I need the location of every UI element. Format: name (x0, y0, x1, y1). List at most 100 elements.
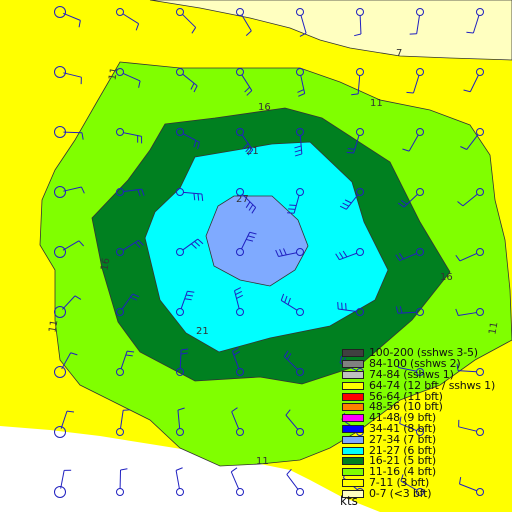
barb-feather (294, 145, 302, 149)
station-circle (116, 488, 124, 496)
legend-item: 64-74 (12 bft / sshws 1) (342, 380, 510, 391)
legend: 100-200 (sshws 3-5) 84-100 (sshws 2) 74-84… (342, 347, 510, 499)
barb-feather (134, 242, 141, 248)
barb-feather (197, 142, 200, 150)
barb-feather (185, 294, 194, 297)
units-label: kts (340, 494, 358, 508)
barb-staff (339, 252, 357, 261)
barb-staff (416, 15, 420, 34)
station-circle (416, 308, 424, 316)
wind-barb (457, 188, 484, 207)
wind-barb (466, 8, 484, 34)
station-circle (296, 248, 304, 256)
wind-barb (236, 231, 257, 256)
barb-feather (463, 89, 471, 93)
station-circle (296, 8, 304, 16)
barb-feather (294, 149, 302, 153)
legend-label: 16-21 (5 bft) (369, 454, 436, 468)
legend-item: 21-27 (6 bft) (342, 445, 510, 456)
station-circle (416, 188, 424, 196)
barb-staff (63, 131, 83, 134)
barb-feather (455, 308, 459, 316)
wind-barb (176, 188, 204, 202)
barb-staff (180, 291, 188, 309)
legend-label: 74-84 (sshws 1) (369, 367, 454, 381)
station-circle (296, 488, 304, 496)
barb-feather (78, 240, 85, 247)
station-circle (476, 308, 484, 316)
contour-label: 21 (246, 146, 259, 157)
station-circle (176, 68, 184, 76)
barb-feather (249, 231, 257, 235)
barb-feather (120, 468, 128, 471)
barb-staff (121, 293, 134, 310)
wind-barb (339, 188, 364, 210)
barb-staff (60, 410, 68, 429)
station-circle (476, 368, 484, 376)
wind-barb (236, 68, 253, 96)
legend-label: 48-56 (10 bft) (369, 400, 443, 414)
legend-label: 41-48 (9 bft) (369, 411, 436, 425)
station-circle (356, 308, 364, 316)
wind-barb (296, 68, 306, 97)
barb-feather (81, 132, 84, 140)
station-circle (416, 68, 424, 76)
station-circle (236, 368, 244, 376)
barb-feather (247, 149, 254, 156)
legend-item: 84-100 (sshws 2) (342, 357, 510, 371)
barb-staff (462, 193, 478, 207)
wind-barb (346, 128, 364, 154)
barb-feather (275, 249, 279, 257)
wind-barb (176, 68, 198, 93)
wind-barb (406, 68, 424, 94)
barb-feather (141, 188, 145, 196)
legend-label: 0-7 (<3 bft) (369, 486, 432, 500)
barb-feather (245, 201, 251, 208)
wind-barb (231, 347, 244, 376)
legend-item: 11-16 (4 bft) (342, 466, 510, 478)
barb-feather (70, 352, 78, 356)
wind-barb (397, 360, 424, 376)
wind-barb (176, 348, 189, 376)
station-circle (116, 428, 124, 436)
wind-barb (455, 248, 484, 262)
station-circle (356, 248, 364, 256)
barb-feather (287, 297, 291, 305)
contour-label: 11 (487, 321, 500, 335)
barb-feather (232, 347, 239, 352)
legend-item: 34-41 (8 bft) (342, 423, 510, 435)
barb-staff (466, 134, 479, 150)
wind-barb (176, 407, 185, 436)
contour-label: 7 (396, 48, 402, 59)
barb-staff (241, 232, 251, 250)
barb-staff (299, 135, 303, 154)
wind-barb (116, 350, 135, 376)
legend-swatch (342, 424, 364, 433)
wind-barb (399, 416, 424, 436)
barb-feather (191, 27, 197, 34)
barb-staff (357, 75, 361, 94)
station-circle (236, 308, 244, 316)
barb-feather (338, 252, 344, 259)
station-circle (176, 128, 184, 136)
barb-feather (395, 254, 401, 261)
station-circle (416, 128, 424, 136)
barb-feather (233, 350, 241, 356)
legend-label: 84-100 (sshws 2) (369, 357, 461, 371)
contour-label: 11 (47, 319, 60, 333)
barb-feather (399, 416, 402, 424)
legend-swatch (342, 392, 364, 401)
barb-staff (122, 239, 139, 251)
station-circle (236, 128, 244, 136)
barb-feather (175, 467, 183, 471)
legend-item: 0-7 (<3 bft) (342, 488, 510, 499)
barb-staff (179, 350, 182, 369)
barb-feather (135, 23, 140, 31)
barb-feather (344, 199, 352, 204)
legend-item: 41-48 (9 bft) (342, 411, 510, 425)
barb-staff (123, 132, 142, 137)
legend-swatch (342, 414, 364, 423)
barb-feather (180, 352, 188, 355)
contour-label: 16 (99, 257, 112, 271)
wind-barb (175, 467, 184, 496)
